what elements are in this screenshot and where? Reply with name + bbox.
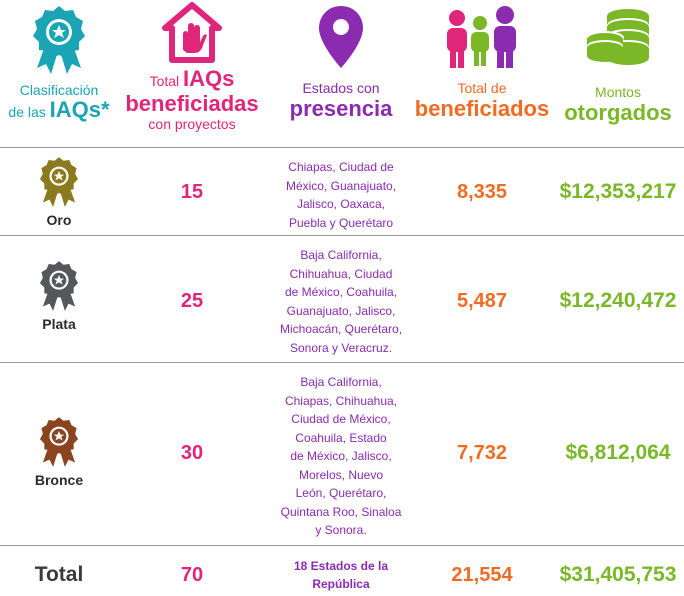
home-hand-icon (162, 2, 222, 63)
header-total-iaqs: Total IAQs beneficiadas con proyectos (118, 0, 266, 145)
total-beneficiados: 21,554 (451, 564, 513, 586)
state-line: Sonora y Veracruz. (289, 340, 393, 355)
state-line: Quintana Roo, Sinaloa (280, 504, 402, 519)
total-iaqs: 70 (180, 564, 204, 586)
header-classification-small: de las (8, 104, 46, 120)
header-con-proyectos: con proyectos (148, 116, 236, 132)
state-line: Puebla y Querétaro (288, 215, 394, 230)
header-classification-line1: Clasificación (19, 82, 99, 98)
montos-oro: $12,353,217 (559, 180, 677, 203)
beneficiados-bronce: 7,732 (456, 442, 508, 464)
state-line: Chiapas, Ciudad de (288, 160, 394, 174)
header-beneficiados: Total de beneficiados (408, 0, 556, 145)
total-montos: $31,405,753 (559, 563, 677, 586)
people-icon (447, 6, 516, 68)
states-bronce: Baja California, Chiapas, Chihuahua, Ciu… (262, 373, 420, 540)
header-beneficiados-big: beneficiados (414, 96, 550, 121)
header-total-small: Total (149, 73, 180, 89)
total-label: Total (34, 563, 84, 586)
state-line: de México, Coahuila, (284, 285, 398, 299)
coins-stack-icon (586, 9, 649, 65)
silver-medal: Plata (0, 258, 118, 332)
divider (0, 147, 684, 148)
state-line: Chiapas, Chihuahua, (284, 393, 398, 408)
header-montos-big: otorgados (564, 100, 672, 125)
state-line: de México, Jalisco, (290, 449, 392, 463)
header-montos: Montos otorgados (552, 0, 684, 145)
state-line: Michoacán, Querétaro, (279, 322, 403, 336)
state-line: Ciudad de México, (291, 412, 391, 426)
state-line: Chihuahua, Ciudad (289, 266, 393, 281)
gold-medal-icon (39, 157, 79, 207)
beneficiados-plata: 5,487 (456, 290, 508, 312)
divider (0, 545, 684, 546)
iaqs-plata: 25 (180, 290, 204, 312)
state-line: Morelos, Nuevo (298, 467, 384, 482)
state-line: Coahuila, Estado (295, 430, 387, 445)
header-classification: Clasificación de las IAQs* (0, 0, 118, 145)
state-line: República (312, 577, 370, 591)
states-plata: Baja California, Chihuahua, Ciudad de Mé… (262, 246, 420, 357)
state-line: 18 Estados de la (293, 559, 389, 573)
header-montos-small: Montos (595, 84, 641, 100)
header-beneficiados-small: Total de (457, 80, 507, 96)
state-line: León, Querétaro, (295, 486, 387, 500)
header-estados-big: presencia (289, 96, 393, 121)
montos-bronce: $6,812,064 (565, 441, 671, 464)
header-classification-big: IAQs* (49, 97, 110, 122)
total-states: 18 Estados de la República (262, 557, 420, 593)
header-iaqs-big: IAQs (183, 66, 235, 91)
iaqs-bronce: 30 (180, 442, 204, 464)
medal-label-bronce: Bronce (34, 472, 84, 488)
gold-medal: Oro (0, 154, 118, 228)
header-estados: Estados con presencia (262, 0, 420, 145)
iaqs-oro: 15 (180, 181, 204, 203)
header-estados-small: Estados con (302, 80, 380, 96)
medal-label-oro: Oro (46, 212, 72, 228)
montos-plata: $12,240,472 (559, 289, 677, 312)
state-line: Guanajuato, Jalisco, (286, 303, 396, 318)
state-line: México, Guanajuato, (285, 178, 397, 193)
silver-medal-icon (39, 261, 79, 311)
states-oro: Chiapas, Ciudad de México, Guanajuato, J… (262, 158, 420, 232)
state-line: y Sonora. (315, 523, 367, 537)
award-ribbon-icon (33, 6, 85, 74)
state-line: Jalisco, Oaxaca, (296, 197, 386, 211)
divider (0, 362, 684, 363)
map-pin-icon (319, 6, 363, 68)
divider (0, 235, 684, 236)
header-beneficiadas-big: beneficiadas (125, 91, 259, 116)
medal-label-plata: Plata (42, 316, 76, 332)
beneficiados-oro: 8,335 (456, 181, 508, 203)
state-line: Baja California, (300, 248, 382, 262)
state-line: Baja California, (300, 375, 382, 389)
bronze-medal-icon (39, 417, 79, 467)
bronze-medal: Bronce (0, 414, 118, 488)
